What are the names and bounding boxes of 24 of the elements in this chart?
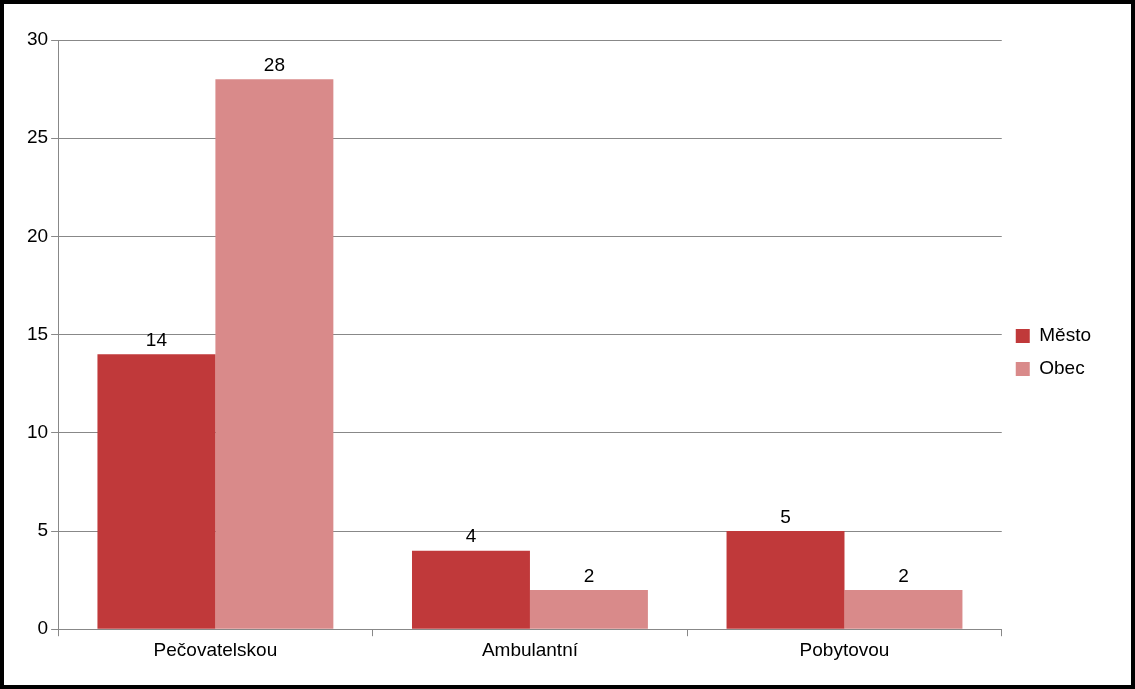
legend-label: Město	[1039, 324, 1092, 346]
y-tick-label: 20	[26, 224, 49, 246]
data-label: 4	[465, 525, 477, 547]
data-label: 2	[583, 564, 595, 586]
data-label: 2	[898, 564, 909, 586]
y-tick-label: 15	[26, 322, 49, 344]
y-tick-label: 10	[26, 421, 49, 443]
y-tick-label: 0	[37, 617, 49, 639]
x-tick-label: Pečovatelskou	[153, 638, 278, 660]
y-tick-label: 25	[26, 126, 49, 148]
bar	[411, 550, 530, 629]
y-tick-label: 30	[26, 28, 49, 50]
x-tick-label: Ambulantní	[481, 638, 579, 660]
bar	[97, 354, 216, 629]
legend-label: Obec	[1039, 357, 1085, 379]
data-label: 5	[780, 505, 791, 527]
x-tick-label: Pobytovou	[799, 638, 890, 660]
data-label: 14	[145, 328, 168, 350]
data-label: 28	[263, 54, 285, 76]
bar	[529, 589, 648, 629]
y-tick-label: 5	[37, 519, 49, 541]
bar	[215, 79, 334, 629]
bar	[844, 589, 963, 629]
bar	[726, 531, 845, 629]
